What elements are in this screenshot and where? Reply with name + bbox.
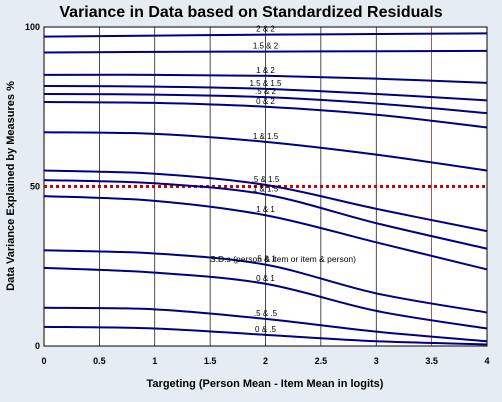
series-label: .5 & .5: [254, 309, 278, 318]
series-line: [43, 306, 488, 343]
series-line: [43, 32, 488, 38]
series-line: [43, 49, 488, 54]
chart-annotation: S.D.s (person & item or item & person): [210, 254, 356, 264]
series-line: [43, 195, 488, 271]
series-label: 0 & 2: [256, 97, 275, 106]
series-label: 0 & 1: [256, 274, 275, 283]
series-line: [43, 100, 488, 129]
x-ticks: 0 0.5 1 1.5 2 2.5 3 3.5 4: [41, 356, 489, 366]
series-labels: 2 & 2 1.5 & 2 1 & 2 1.5 & 1.5.5 & 20 & 2 1 &…: [249, 25, 282, 334]
x-tick-label: 1.5: [204, 356, 217, 366]
y-tick-label: 0: [35, 341, 40, 351]
series-line: [43, 92, 488, 115]
y-tick-label: 100: [25, 22, 40, 32]
x-tick-label: 3.5: [425, 356, 438, 366]
x-tick-label: 0.5: [93, 356, 106, 366]
series-line: [43, 266, 488, 330]
series-lines: [43, 32, 488, 346]
chart-title: Variance in Data based on Standardized R…: [59, 4, 442, 21]
x-tick-label: 4: [484, 356, 489, 366]
series-label: .5 & 1.5: [252, 175, 280, 184]
y-ticks: 0 50 100: [25, 22, 40, 351]
series-label: .5 & 1: [255, 255, 276, 264]
y-axis-label: Data Variance Explained by Measures %: [5, 81, 17, 291]
series-line: [43, 179, 488, 250]
series-label: 1.5 & 2: [253, 42, 279, 51]
series-line: [43, 85, 488, 102]
x-tick-label: 0: [41, 356, 46, 366]
series-label: 1 & 1.5: [253, 132, 279, 141]
series-label: 2 & 2: [256, 25, 275, 34]
series-line: [43, 169, 488, 233]
series-label: 0 & .5: [255, 325, 276, 334]
x-tick-label: 2: [263, 356, 268, 366]
series-label: 1 & 1: [256, 205, 275, 214]
x-axis-label: Targeting (Person Mean - Item Mean in lo…: [147, 378, 384, 390]
series-line: [43, 73, 488, 84]
series-label: 1.5 & 1.5: [249, 79, 282, 88]
series-label: 1 & 2: [256, 66, 275, 75]
x-tick-label: 3: [374, 356, 379, 366]
x-tick-label: 2.5: [315, 356, 328, 366]
x-tick-label: 1: [152, 356, 157, 366]
series-label: .5 & 2: [255, 87, 276, 96]
series-line: [43, 131, 488, 172]
series-label: 1 & 1.5: [253, 184, 279, 193]
y-tick-label: 50: [30, 182, 40, 192]
series-line: [43, 325, 488, 346]
series-line: [43, 249, 488, 314]
